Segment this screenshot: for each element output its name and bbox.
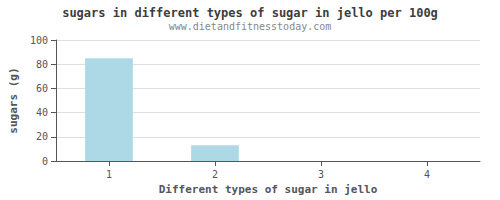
svg-text:60: 60	[36, 83, 48, 94]
svg-text:40: 40	[36, 107, 48, 118]
svg-text:sugars (g): sugars (g)	[7, 67, 20, 133]
svg-text:4: 4	[424, 169, 430, 180]
svg-text:2: 2	[212, 169, 218, 180]
svg-text:1: 1	[106, 169, 112, 180]
svg-text:3: 3	[318, 169, 324, 180]
svg-text:100: 100	[30, 35, 48, 46]
svg-text:www.dietandfitnesstoday.com: www.dietandfitnesstoday.com	[169, 21, 332, 32]
svg-text:0: 0	[42, 156, 48, 167]
svg-text:20: 20	[36, 131, 48, 142]
svg-text:sugars in different types of s: sugars in different types of sugar in je…	[62, 6, 438, 20]
svg-text:Different types of sugar in je: Different types of sugar in jello	[159, 183, 378, 196]
svg-text:80: 80	[36, 59, 48, 70]
